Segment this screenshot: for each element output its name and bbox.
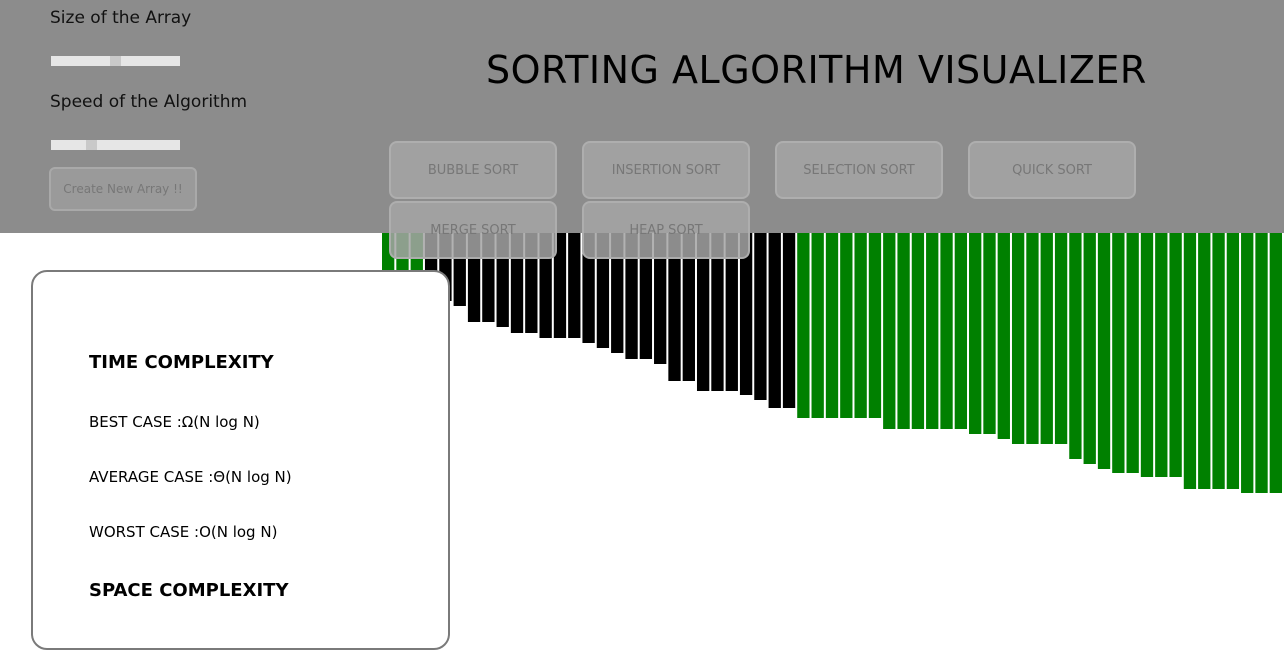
array-bar [654, 233, 667, 364]
array-bar [1255, 233, 1268, 493]
quick-sort-button[interactable]: QUICK SORT [968, 141, 1136, 199]
array-bar [983, 233, 996, 434]
array-bar [811, 233, 824, 418]
array-bar [940, 233, 953, 429]
array-bar [682, 233, 695, 381]
array-bar [868, 233, 882, 418]
array-bar [782, 233, 796, 408]
array-bar [911, 233, 925, 429]
create-new-array-button[interactable]: Create New Array !! [49, 167, 197, 211]
array-bar [1054, 233, 1068, 444]
array-bar [1026, 233, 1039, 444]
array-bars [382, 233, 1282, 493]
array-size-slider-thumb[interactable] [110, 56, 121, 66]
array-bar [639, 233, 653, 359]
array-bar [539, 233, 552, 338]
heap-sort-button[interactable]: HEAP SORT [582, 201, 750, 259]
array-bar [1269, 233, 1282, 493]
array-bar [1198, 233, 1211, 489]
merge-sort-button[interactable]: MERGE SORT [389, 201, 557, 259]
array-bar [739, 233, 753, 395]
array-bar [854, 233, 867, 418]
array-bar [1140, 233, 1154, 477]
array-bar [1097, 233, 1111, 469]
array-bar [1169, 233, 1182, 477]
average-case-text: AVERAGE CASE :Θ(N log N) [89, 468, 292, 486]
array-bar [1083, 233, 1096, 464]
array-bar [969, 233, 982, 434]
array-size-slider[interactable] [51, 56, 180, 66]
page-title: SORTING ALGORITHM VISUALIZER [486, 48, 1147, 92]
array-bar [1112, 233, 1125, 473]
worst-case-text: WORST CASE :O(N log N) [89, 523, 278, 541]
array-size-label: Size of the Array [50, 8, 192, 28]
bubble-sort-button[interactable]: BUBBLE SORT [389, 141, 557, 199]
array-bar [825, 233, 839, 418]
array-bar [611, 233, 624, 353]
array-bar [596, 233, 610, 348]
speed-slider-thumb[interactable] [86, 140, 98, 150]
array-bar [1212, 233, 1225, 489]
array-bar [1126, 233, 1139, 473]
array-bar [582, 233, 595, 343]
space-complexity-heading: SPACE COMPLEXITY [89, 580, 289, 601]
array-bar [754, 233, 767, 400]
selection-sort-button[interactable]: SELECTION SORT [775, 141, 943, 199]
array-bar [553, 233, 567, 338]
array-bar [954, 233, 968, 429]
array-bar [1226, 233, 1240, 489]
speed-slider[interactable] [51, 140, 180, 150]
array-bar [1011, 233, 1025, 444]
array-bar [668, 233, 681, 381]
array-bar [840, 233, 853, 418]
array-bar [797, 233, 810, 418]
array-bar [1069, 233, 1082, 459]
insertion-sort-button[interactable]: INSERTION SORT [582, 141, 750, 199]
array-bar [696, 233, 710, 391]
array-bar [768, 233, 781, 408]
array-bar [625, 233, 638, 359]
best-case-text: BEST CASE :Ω(N log N) [89, 413, 260, 431]
array-bar [568, 233, 581, 338]
time-complexity-heading: TIME COMPLEXITY [89, 352, 274, 373]
array-bar [1183, 233, 1197, 489]
array-bar [1040, 233, 1053, 444]
array-bar [1155, 233, 1168, 477]
array-bar [883, 233, 896, 429]
array-bar [1241, 233, 1254, 493]
array-bar [997, 233, 1010, 439]
complexity-panel: TIME COMPLEXITY BEST CASE :Ω(N log N) AV… [31, 270, 450, 650]
array-bar [711, 233, 724, 391]
array-bar [897, 233, 910, 429]
array-bar [725, 233, 738, 391]
array-bar [926, 233, 939, 429]
speed-label: Speed of the Algorithm [50, 92, 248, 112]
